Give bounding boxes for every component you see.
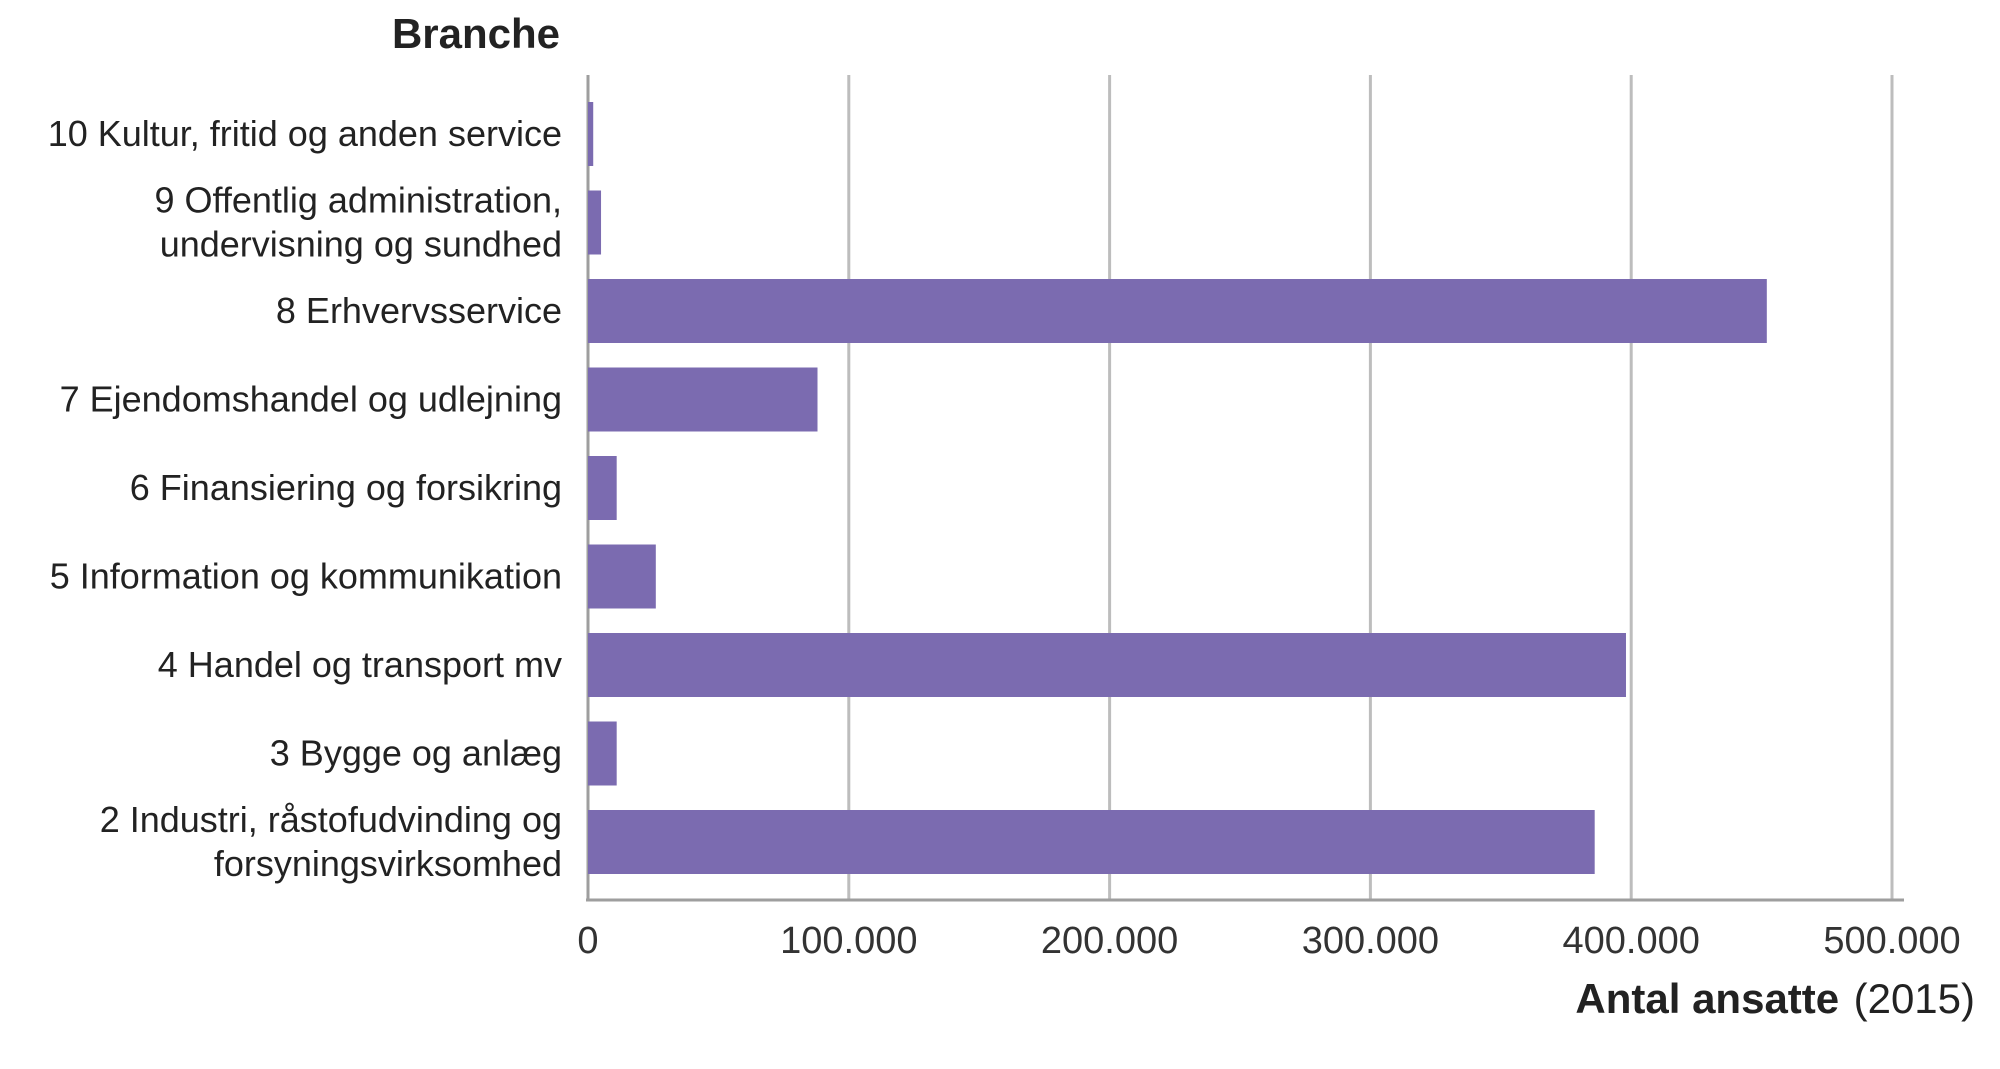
bar: [588, 721, 617, 786]
category-label-line: undervisning og sundhed: [160, 224, 562, 265]
x-tick-label: 100.000: [780, 920, 917, 962]
category-labels: 10 Kultur, fritid og anden service 9 Offe…: [48, 113, 562, 884]
x-axis-title: Antal ansatte (2015): [1575, 975, 1975, 1022]
bar: [588, 810, 1595, 874]
bar: [588, 190, 602, 255]
x-tick-label: 500.000: [1823, 920, 1960, 962]
grid-layer: [586, 75, 1904, 902]
x-tick-label: 0: [577, 920, 598, 962]
category-label-line: 6 Finansiering og forsikring: [130, 467, 562, 508]
bar: [588, 102, 594, 166]
bar: [588, 279, 1767, 343]
category-label-line: 3 Bygge og anlæg: [270, 733, 562, 774]
category-label-line: 10 Kultur, fritid og anden service: [48, 113, 562, 154]
y-axis-title: Branche: [392, 10, 560, 57]
x-axis-title-year: (2015): [1854, 975, 1975, 1022]
category-label: 8 Erhvervsservice: [276, 290, 562, 331]
x-tick-label: 400.000: [1563, 920, 1700, 962]
bar-layer: [588, 102, 1767, 874]
category-label-line: 4 Handel og transport mv: [158, 644, 562, 685]
bar: [588, 633, 1626, 697]
bar: [588, 456, 617, 520]
category-label: 9 Offentlig administration, undervisning …: [154, 180, 562, 265]
category-label-line: 2 Industri, råstofudvinding og: [100, 799, 562, 840]
x-tick-labels: 0 100.000 200.000 300.000 400.000 500.000: [577, 920, 1960, 962]
bar: [588, 367, 818, 432]
category-label: 3 Bygge og anlæg: [270, 733, 562, 774]
category-label-line: forsyningsvirksomhed: [214, 843, 562, 884]
category-label: 6 Finansiering og forsikring: [130, 467, 562, 508]
category-label-line: 7 Ejendomshandel og udlejning: [60, 379, 562, 420]
bar: [588, 544, 656, 609]
category-label-line: 8 Erhvervsservice: [276, 290, 562, 331]
category-label-line: 5 Information og kommunikation: [50, 556, 562, 597]
x-tick-label: 300.000: [1302, 920, 1439, 962]
x-axis-title-bold: Antal ansatte: [1575, 975, 1839, 1022]
category-label: 7 Ejendomshandel og udlejning: [60, 379, 562, 420]
category-label-line: 9 Offentlig administration,: [154, 180, 562, 221]
category-label: 2 Industri, råstofudvinding og forsynings…: [100, 799, 562, 884]
x-tick-label: 200.000: [1041, 920, 1178, 962]
category-label: 4 Handel og transport mv: [158, 644, 562, 685]
category-label: 5 Information og kommunikation: [50, 556, 562, 597]
category-label: 10 Kultur, fritid og anden service: [48, 113, 562, 154]
